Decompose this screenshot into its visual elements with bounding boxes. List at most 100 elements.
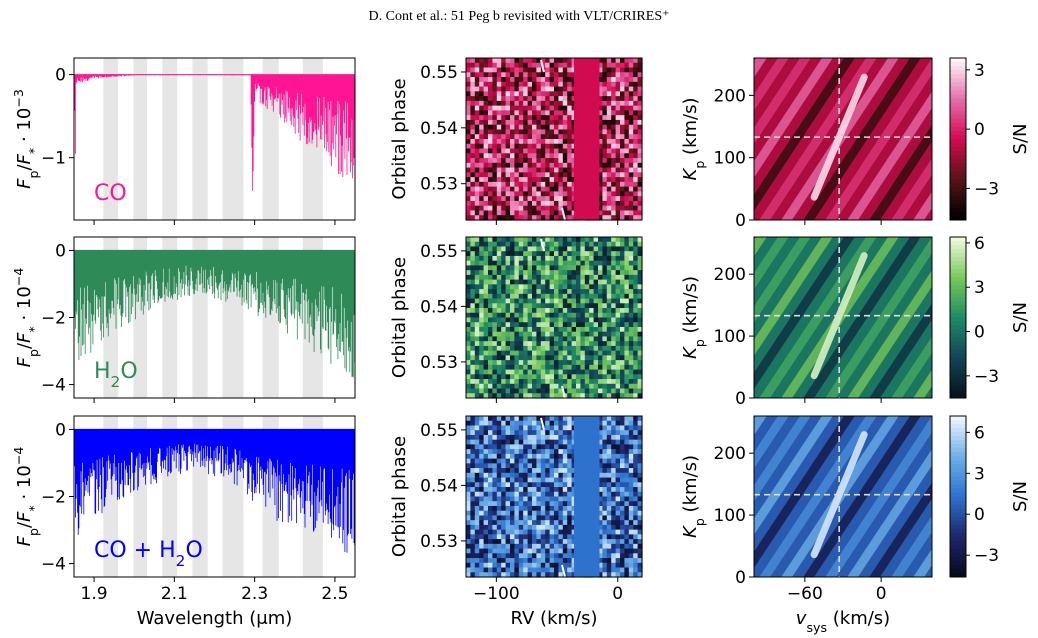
- ccf-cell: [611, 119, 617, 126]
- ccf-cell: [562, 279, 568, 285]
- ccf-cell: [501, 205, 507, 212]
- colorbar-step: [950, 420, 966, 425]
- ccf-cell: [501, 360, 507, 366]
- ccf-cell: [549, 510, 555, 517]
- colorbar-step: [950, 572, 966, 578]
- ccf-cell: [606, 270, 612, 276]
- ccf-cell: [532, 260, 537, 267]
- ccf-cell: [492, 317, 498, 323]
- ccf-cell: [562, 434, 568, 441]
- ccf-cell: [558, 274, 564, 281]
- ccf-cell: [501, 298, 507, 304]
- ccf-cell: [562, 293, 568, 300]
- ccf-cell: [474, 355, 480, 361]
- ccf-cell: [488, 572, 493, 578]
- ccf-cell: [589, 336, 595, 342]
- ccf-cell: [549, 200, 555, 207]
- ccf-cell: [536, 67, 542, 73]
- ccf-cell: [527, 86, 533, 92]
- ccf-cell: [532, 472, 537, 479]
- ccf-cell: [580, 246, 586, 252]
- ccf-cell: [615, 416, 621, 422]
- ccf-cell: [545, 355, 551, 361]
- ccf-cell: [514, 341, 520, 347]
- ccf-cell: [505, 477, 511, 483]
- ccf-cell: [510, 379, 515, 385]
- ccf-cell: [606, 96, 612, 102]
- ccf-cell: [545, 393, 551, 399]
- ccf-cell: [514, 303, 520, 309]
- ccf-cell: [479, 196, 485, 202]
- ccf-cell: [532, 355, 537, 361]
- ccf-cell: [532, 81, 537, 88]
- ccf-cell: [606, 350, 612, 356]
- ccf-cell: [637, 81, 643, 88]
- ccf-cell: [492, 129, 498, 135]
- ccf-cell: [637, 572, 643, 578]
- ccf-cell: [483, 181, 489, 188]
- ccf-cell: [606, 477, 612, 483]
- ccf-cell: [554, 158, 559, 164]
- ccf-cell: [483, 186, 489, 193]
- ccf-cell: [598, 293, 603, 300]
- ccf-cell: [620, 472, 625, 479]
- ccf-cell: [514, 505, 520, 512]
- ccf-cell: [637, 100, 643, 107]
- ccf-cell: [558, 458, 564, 464]
- ccf-cell: [602, 496, 608, 502]
- ccf-cell: [527, 96, 533, 102]
- colorbar-step: [950, 241, 966, 246]
- ccf-cell: [492, 215, 498, 221]
- ccf-cell: [474, 172, 480, 178]
- ccf-cell: [527, 251, 533, 257]
- ccf-cell: [523, 355, 529, 361]
- ccf-cell: [518, 143, 524, 150]
- ccf-cell: [554, 434, 559, 441]
- ccf-cell: [518, 543, 524, 550]
- ccf-cell: [611, 265, 617, 271]
- ccf-cell: [470, 115, 476, 121]
- ccf-cell: [567, 260, 573, 267]
- ccf-cell: [554, 255, 559, 262]
- ccf-cell: [584, 336, 590, 342]
- ccf-cell: [628, 534, 634, 540]
- ccf-cell: [488, 215, 493, 221]
- ccf-cell: [620, 115, 625, 121]
- ccf-cell: [620, 186, 625, 193]
- ccf-cell: [628, 274, 634, 281]
- ccf-cell: [532, 505, 537, 512]
- ccf-cell: [589, 270, 595, 276]
- ccf-cell: [615, 58, 621, 64]
- ccf-cell: [567, 153, 573, 159]
- ccf-cell: [615, 345, 621, 352]
- ccf-cell: [536, 543, 542, 550]
- ccf-frame: [465, 236, 643, 399]
- ccf-cell: [501, 420, 507, 427]
- ccf-cell: [514, 265, 520, 271]
- ccf-cell: [628, 572, 634, 578]
- ccf-cell: [474, 383, 480, 390]
- ccf-cell: [527, 374, 533, 380]
- ccf-cell: [470, 453, 476, 460]
- ccf-cell: [611, 444, 617, 450]
- ccf-cell: [501, 255, 507, 262]
- ccf-cell: [510, 284, 515, 290]
- ccf-cell: [470, 491, 476, 498]
- spectrum-xlabel: Wavelength (μm): [137, 608, 293, 629]
- ccf-cell: [492, 444, 498, 450]
- ccf-cell: [514, 77, 520, 83]
- ccf-cell: [496, 430, 502, 436]
- ccf-cell: [474, 143, 480, 150]
- ccf-cell: [466, 308, 471, 314]
- ccf-cell: [492, 200, 498, 207]
- ccf-cell: [628, 210, 634, 216]
- ccf-cell: [540, 298, 546, 304]
- ccf-cell: [474, 350, 480, 356]
- ccf-cell: [549, 167, 555, 173]
- ccf-cell: [479, 110, 485, 116]
- ccf-cell: [567, 434, 573, 441]
- colorbar-step: [950, 341, 966, 347]
- ccf-cell: [492, 491, 498, 498]
- ccf-cell: [518, 86, 524, 92]
- ccf-cell: [474, 548, 480, 554]
